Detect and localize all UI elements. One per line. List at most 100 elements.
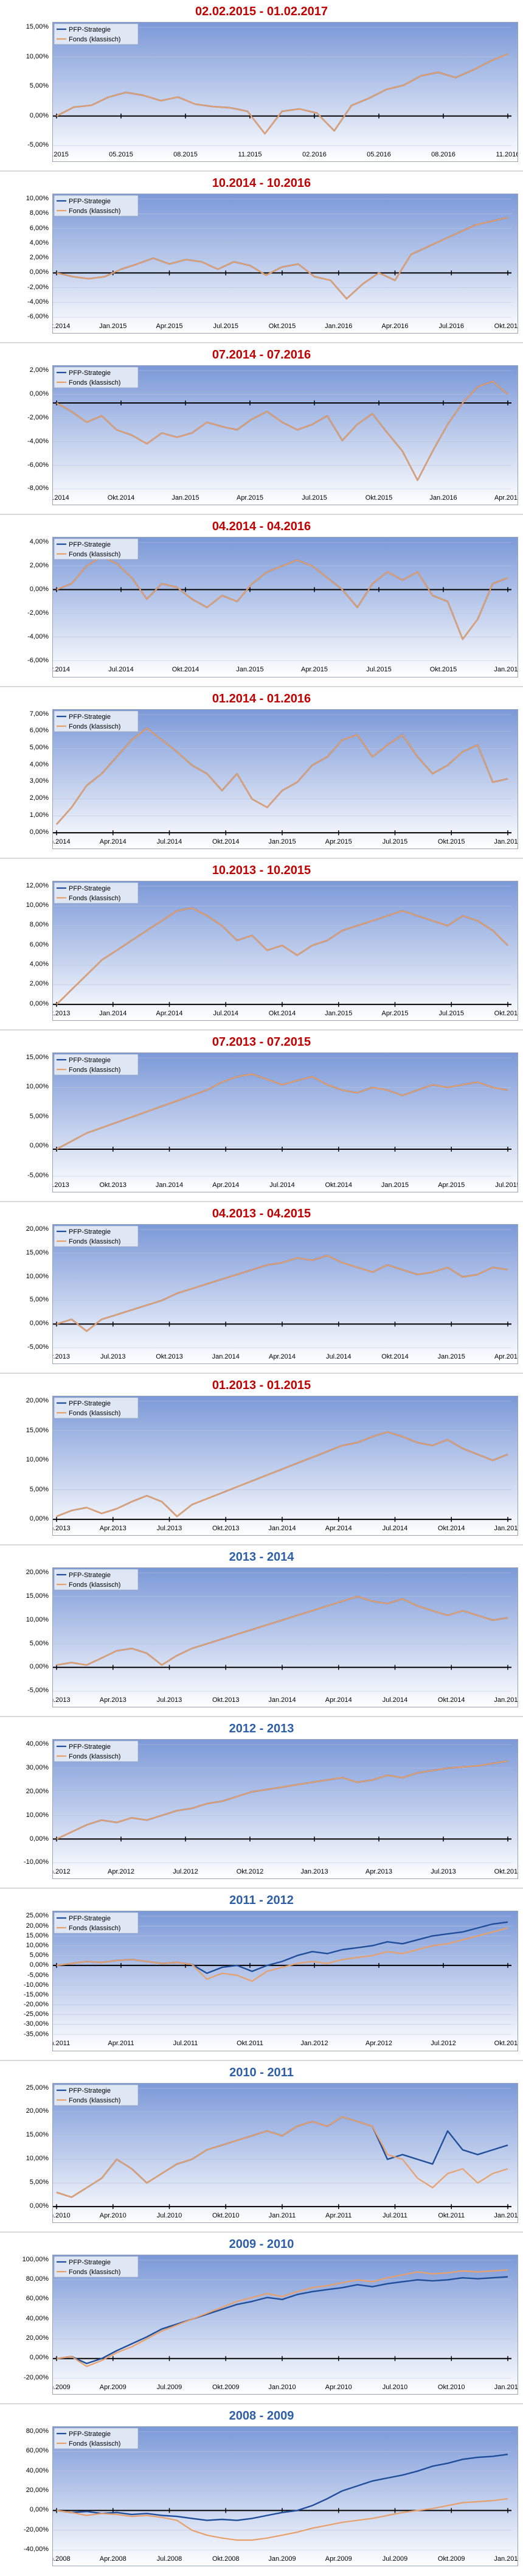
y-tick-label: 0,00% <box>29 390 49 398</box>
chart-frame: PFP-Strategie Fonds (klassisch) Apr.2014 Ju… <box>52 537 518 677</box>
x-tick-label: Okt.2014 <box>438 1525 465 1532</box>
y-tick-label: -40,00% <box>24 2545 49 2553</box>
x-tick-label: Okt.2015 <box>430 667 457 674</box>
chart-frame: PFP-Strategie Fonds (klassisch) Jan.2013 Ap… <box>52 1396 518 1536</box>
y-tick-label: 0,00% <box>29 2354 49 2362</box>
y-tick-label: 0,00% <box>29 1835 49 1843</box>
x-tick-label: Okt.2012 <box>494 2040 518 2048</box>
chart-title: 02.02.2015 - 01.02.2017 <box>195 5 328 18</box>
x-tick-label: Jan.2010 <box>494 2555 518 2563</box>
legend-label-fonds-klassisch: Fonds (klassisch) <box>69 36 120 43</box>
y-tick-label: 2,00% <box>29 562 49 570</box>
y-tick-label: 6,00% <box>29 727 49 735</box>
chart-frame: PFP-Strategie Fonds (klassisch) Jan.2014 Ap… <box>52 709 518 849</box>
x-tick-label: Jul.2013 <box>157 1696 182 1704</box>
y-tick-label: 5,00% <box>29 1485 49 1493</box>
plot-background <box>53 537 518 677</box>
y-tick-label: 10,00% <box>26 1615 49 1623</box>
y-tick-label: 0,00% <box>29 111 49 119</box>
plot-background <box>53 1568 518 1707</box>
x-tick-label: Okt.2009 <box>438 2555 465 2563</box>
x-tick-label: Jan.2012 <box>300 2040 328 2048</box>
x-tick-label: Jul.2015 <box>213 323 238 330</box>
x-tick-label: Jan.2014 <box>156 1181 183 1189</box>
y-tick-label: 10,00% <box>26 2155 49 2163</box>
x-tick-label: Apr.2014 <box>100 838 126 845</box>
series-line-fonds-klassisch <box>56 727 508 825</box>
chart-panel: 2013 - 2014 PFP-Strategie Fonds (klassisch… <box>0 1545 523 1718</box>
y-tick-label: 4,00% <box>29 239 49 247</box>
y-tick-label: 4,00% <box>29 760 49 768</box>
y-axis-labels: 0,00% 2,00% 4,00% 6,00% 8,00% 10,00% 12,00% <box>0 881 51 1020</box>
panel-divider <box>0 857 523 859</box>
y-tick-label: -6,00% <box>27 313 49 321</box>
chart-panel: 2010 - 2011 PFP-Strategie Fonds (klassisch… <box>0 2061 523 2233</box>
chart-panel: 07.2014 - 07.2016 PFP-Strategie Fonds (kla… <box>0 343 523 516</box>
y-tick-label: -2,00% <box>27 609 49 617</box>
chart-panel: 01.2014 - 01.2016 PFP-Strategie Fonds (kla… <box>0 687 523 859</box>
y-axis-labels: -20,00% 0,00% 20,00% 40,00% 60,00% 80,00% 100,… <box>0 2255 51 2394</box>
panel-divider <box>0 1029 523 1031</box>
series-line-fonds-klassisch <box>56 53 508 135</box>
x-tick-label: Jul.2011 <box>383 2212 407 2219</box>
x-tick-label: Apr.2011 <box>108 2040 134 2048</box>
line-chart: PFP-Strategie Fonds (klassisch) Jul.2014 Ok… <box>53 366 518 505</box>
y-tick-label: 5,00% <box>29 2178 49 2186</box>
x-tick-label: Apr.2013 <box>100 1525 126 1532</box>
x-tick-label: Jan.2015 <box>494 1525 518 1532</box>
y-tick-label: 15,00% <box>26 1931 49 1939</box>
panel-divider <box>0 1200 523 1202</box>
y-tick-label: 40,00% <box>26 2314 49 2322</box>
chart-title: 01.2014 - 01.2016 <box>212 691 311 705</box>
line-chart: PFP-Strategie Fonds (klassisch) Okt.2014 Ja… <box>53 194 518 334</box>
legend-label-pfp-strategie: PFP-Strategie <box>69 1400 111 1407</box>
y-tick-label: 10,00% <box>26 52 49 60</box>
x-tick-label: Apr.2010 <box>325 2384 352 2391</box>
x-tick-label: 05.2015 <box>109 151 133 158</box>
legend: PFP-Strategie Fonds (klassisch) <box>54 1569 139 1591</box>
legend-box <box>54 366 139 388</box>
legend-box <box>54 1913 139 1934</box>
x-tick-label: Okt.2014 <box>212 838 240 845</box>
chart-frame: PFP-Strategie Fonds (klassisch) 02.2015 05.… <box>52 22 518 163</box>
y-tick-label: 7,00% <box>29 710 49 718</box>
y-axis-labels: -5,00% 0,00% 5,00% 10,00% 15,00% <box>0 23 51 161</box>
x-tick-label: 11.2015 <box>238 151 262 158</box>
y-tick-label: 60,00% <box>26 2447 49 2455</box>
legend-label-fonds-klassisch: Fonds (klassisch) <box>69 1581 120 1589</box>
legend-box <box>54 2256 139 2278</box>
x-tick-label: Okt.2013 <box>212 1525 240 1532</box>
y-tick-label: 0,00% <box>29 1142 49 1150</box>
x-tick-label: Apr.2015 <box>325 838 352 845</box>
y-axis-labels: -8,00% -6,00% -4,00% -2,00% 0,00% 2,00% <box>0 366 51 505</box>
plot-background <box>53 1396 518 1536</box>
y-tick-label: 0,00% <box>29 1663 49 1671</box>
x-tick-label: Okt.2015 <box>365 494 393 502</box>
y-tick-label: 15,00% <box>26 2131 49 2139</box>
x-tick-label: Jul.2012 <box>173 1868 198 1875</box>
x-tick-label: Apr.2010 <box>100 2212 126 2219</box>
plot-background <box>53 2426 518 2566</box>
series-line-fonds-klassisch <box>56 1431 508 1517</box>
legend-box <box>54 1225 139 1247</box>
x-tick-label: Jul.2015 <box>383 838 408 845</box>
x-tick-label: Jan.2015 <box>381 1181 409 1189</box>
x-tick-label: Okt.2009 <box>212 2384 240 2391</box>
series-line-pfp-strategie <box>56 2453 508 2521</box>
chart-title: 10.2013 - 10.2015 <box>212 863 311 877</box>
x-tick-label: Jul.2011 <box>173 2040 198 2048</box>
y-axis-labels: -10,00% 0,00% 10,00% 20,00% 30,00% 40,00% <box>0 1740 51 1878</box>
legend-label-pfp-strategie: PFP-Strategie <box>69 541 111 548</box>
y-tick-label: 15,00% <box>26 23 49 30</box>
legend-label-fonds-klassisch: Fonds (klassisch) <box>69 208 120 215</box>
legend-label-pfp-strategie: PFP-Strategie <box>69 26 111 33</box>
y-tick-label: 0,00% <box>29 586 49 593</box>
x-tick-label: Okt.2013 <box>494 1868 518 1875</box>
x-tick-label: Jan.2009 <box>53 2384 71 2391</box>
line-chart: PFP-Strategie Fonds (klassisch) Jan.2011 Ap… <box>53 1911 518 2051</box>
series-line-fonds-klassisch <box>56 1927 508 1983</box>
plot-background <box>53 1052 518 1192</box>
y-tick-label: -20,00% <box>24 2525 49 2533</box>
x-tick-label: Okt.2013 <box>212 1696 240 1704</box>
x-tick-label: Jan.2013 <box>53 1525 71 1532</box>
